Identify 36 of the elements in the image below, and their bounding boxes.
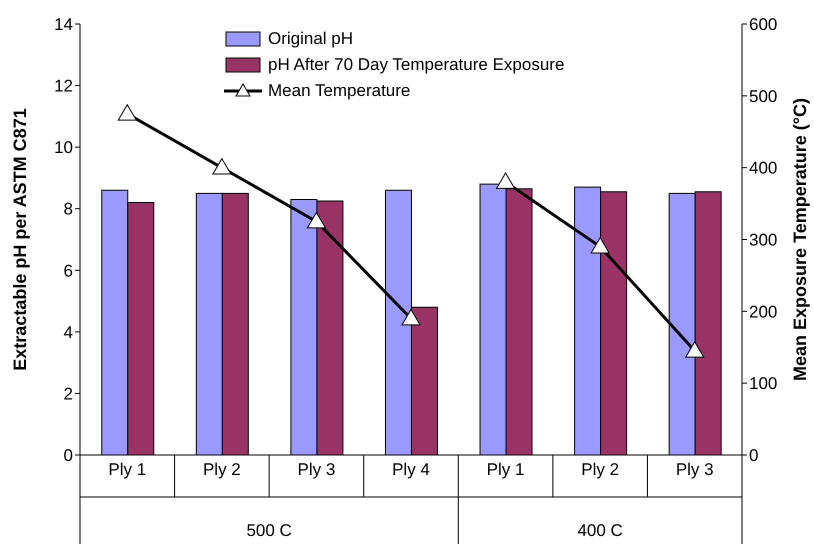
y-tick-label: 8 <box>64 200 73 219</box>
x-tick-label: Ply 1 <box>108 460 146 480</box>
y2-tick-label: 100 <box>749 374 778 394</box>
legend-label: Original pH <box>268 28 354 50</box>
x-tick-label: Ply 2 <box>202 460 241 480</box>
y-tick-label: 4 <box>64 322 73 342</box>
y-tick-label: 14 <box>54 15 73 34</box>
x-tick-label: Ply 2 <box>581 460 620 480</box>
legend-label: pH After 70 Day Temperature Exposure <box>268 54 564 76</box>
x-tick-label: Ply 3 <box>298 460 336 480</box>
y-axis-title: Extractable pH per ASTM C871 <box>10 108 30 371</box>
point <box>590 237 610 254</box>
y2-axis-title: Mean Exposure Temperature (°C) <box>790 98 810 381</box>
y-tick-label: 10 <box>54 138 73 158</box>
legend-label: Mean Temperature <box>268 80 410 102</box>
text: 500 C <box>246 521 292 540</box>
y2-tick-label: 300 <box>749 230 778 250</box>
y2-tick-label: 500 <box>749 86 778 106</box>
point <box>118 104 137 121</box>
x-tick-label: Ply 4 <box>392 460 430 480</box>
y-tick-label: 0 <box>64 446 73 466</box>
y2-tick-label: 400 <box>749 158 778 178</box>
x-tick-label: Ply 1 <box>486 460 524 480</box>
point <box>496 172 516 189</box>
point <box>685 341 704 358</box>
point <box>402 309 420 326</box>
point <box>212 158 232 174</box>
y2-tick-label: 600 <box>749 15 778 34</box>
y2-tick-label: 200 <box>749 302 778 322</box>
y-tick-label: 6 <box>64 261 73 280</box>
x-tick-label: Ply 3 <box>676 460 714 480</box>
y-tick-label: 12 <box>54 76 73 96</box>
point <box>306 212 326 228</box>
y2-tick-label: 0 <box>749 446 758 466</box>
text: 400 C <box>577 521 623 540</box>
y-tick-label: 2 <box>64 384 73 404</box>
